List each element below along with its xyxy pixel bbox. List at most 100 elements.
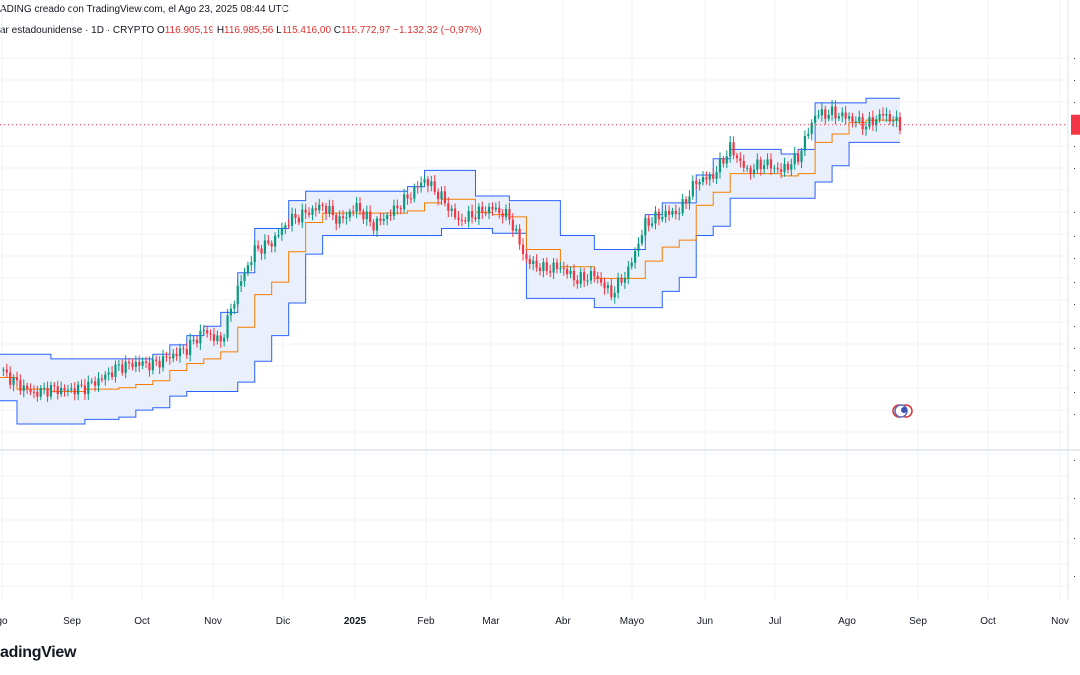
candle-up — [124, 361, 127, 373]
candle-down — [80, 384, 83, 386]
candle-up — [280, 228, 283, 235]
candle-up — [43, 387, 46, 389]
candle-down — [307, 212, 311, 215]
candle-down — [352, 211, 355, 213]
candle-up — [22, 385, 25, 391]
candle-up — [60, 387, 63, 395]
candle-down — [871, 117, 874, 126]
candle-up — [800, 150, 803, 162]
chart-grid — [0, 0, 1068, 600]
candle-up — [477, 206, 480, 220]
candle-down — [195, 339, 199, 344]
time-axis-label: Abr — [555, 616, 571, 627]
chart-attribution: ADING creado con TradingView.com, el Ago… — [0, 4, 289, 15]
candle-down — [739, 158, 742, 161]
candle-down — [596, 276, 599, 279]
candle-down — [674, 210, 677, 214]
candle-down — [453, 208, 457, 218]
candle-up — [827, 114, 830, 119]
candle-down — [735, 155, 739, 159]
candle-down — [722, 158, 725, 164]
time-axis-label: Mayo — [620, 616, 645, 627]
candle-up — [277, 234, 280, 236]
candle-up — [467, 210, 470, 222]
candle-up — [240, 281, 243, 286]
candle-up — [725, 156, 728, 164]
candle-down — [138, 362, 141, 366]
candle-down — [508, 209, 511, 220]
candle-up — [678, 213, 681, 215]
candle-up — [864, 126, 868, 130]
candle-up — [617, 277, 620, 293]
candle-down — [389, 214, 392, 216]
candle-up — [355, 203, 358, 212]
candle-up — [199, 330, 202, 344]
channel-fill — [0, 98, 900, 425]
candle-up — [494, 207, 497, 210]
candle-down — [583, 272, 586, 281]
candle-down — [498, 207, 501, 214]
candle-down — [620, 277, 623, 283]
candle-down — [647, 218, 650, 226]
candle-up — [895, 116, 898, 121]
candle-down — [341, 216, 345, 219]
price-axis-tick: · — [1073, 231, 1076, 241]
candle-down — [705, 177, 708, 180]
candle-down — [851, 116, 854, 122]
candle-up — [878, 113, 881, 120]
candle-down — [131, 363, 134, 367]
candle-up — [450, 208, 453, 211]
candle-down — [881, 113, 885, 116]
candle-down — [110, 372, 114, 378]
candle-up — [423, 179, 426, 183]
candle-up — [830, 106, 834, 115]
candle-up — [290, 213, 294, 226]
event-markers[interactable] — [892, 404, 913, 418]
candle-up — [229, 308, 233, 316]
candle-down — [260, 248, 263, 254]
candle-up — [345, 217, 348, 219]
candle-up — [875, 119, 878, 126]
candle-up — [117, 364, 120, 366]
candle-up — [766, 159, 769, 166]
candle-down — [844, 112, 847, 119]
candle-down — [158, 360, 161, 368]
time-axis-label: Mar — [482, 616, 500, 627]
candle-up — [885, 114, 888, 116]
candle-down — [518, 228, 521, 245]
candle-down — [593, 271, 596, 277]
candle-down — [769, 159, 773, 169]
price-axis[interactable]: ···················· — [1067, 0, 1080, 600]
candle-up — [246, 265, 250, 273]
candle-down — [168, 357, 171, 359]
candle-down — [270, 243, 273, 247]
candle-up — [847, 116, 851, 119]
change-value: −1.132,32 (−0,97%) — [393, 25, 482, 36]
candle-down — [369, 211, 372, 222]
price-axis-tick: · — [1073, 75, 1076, 85]
candle-up — [718, 158, 722, 173]
candle-down — [36, 391, 39, 397]
candle-down — [538, 267, 542, 271]
candle-down — [257, 245, 260, 249]
time-axis[interactable]: go Sep Oct Nov Dic 2025 Feb Mar Abr Mayo Jun Jul Ago… — [0, 616, 1069, 627]
time-axis-label: Jun — [697, 616, 713, 627]
candle-down — [297, 217, 300, 223]
candle-up — [715, 172, 718, 179]
time-axis-label: go — [0, 616, 8, 627]
candle-up — [671, 210, 674, 215]
candle-down — [749, 167, 752, 174]
candle-up — [151, 359, 154, 371]
price-axis-tick: · — [1073, 343, 1076, 353]
candle-up — [841, 112, 844, 117]
candle-up — [161, 356, 165, 368]
candle-up — [630, 262, 633, 267]
candle-down — [861, 117, 864, 130]
candle-up — [586, 280, 589, 282]
candle-up — [773, 167, 776, 169]
candle-up — [263, 240, 267, 254]
price-axis-tick: · — [1073, 409, 1076, 419]
candle-up — [606, 285, 610, 289]
candle-down — [797, 153, 800, 162]
